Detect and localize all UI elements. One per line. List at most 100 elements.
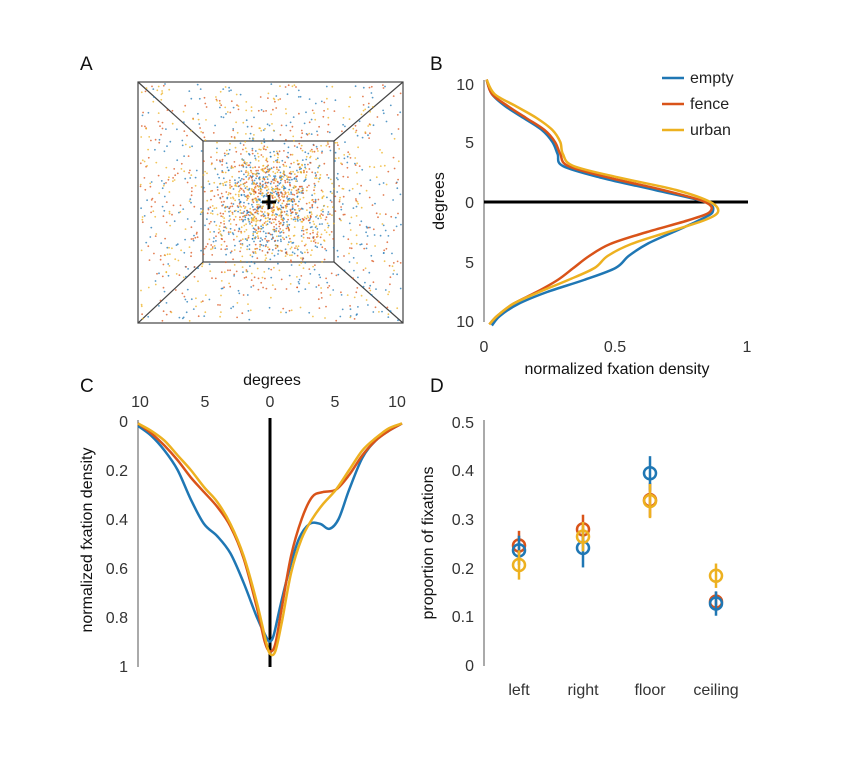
fixation-point-urban xyxy=(285,175,288,177)
fixation-point-fence xyxy=(242,148,244,151)
marker-urban xyxy=(511,557,527,573)
fixation-point-urban xyxy=(264,220,267,223)
fixation-point-empty xyxy=(245,119,248,122)
fixation-point-fence xyxy=(285,138,287,141)
fixation-point-fence xyxy=(330,201,333,203)
fixation-point-urban xyxy=(256,203,258,206)
fixation-point-fence xyxy=(211,254,214,256)
fixation-point-urban xyxy=(282,176,285,178)
fixation-point-urban xyxy=(287,214,289,217)
fixation-point-urban xyxy=(148,136,151,138)
fixation-point-urban xyxy=(296,159,299,162)
fixation-point-urban xyxy=(223,217,226,220)
fixation-point-fence xyxy=(151,197,154,200)
fixation-point-empty xyxy=(260,109,263,111)
fixation-point-urban xyxy=(277,98,280,101)
fixation-point-empty xyxy=(211,210,214,212)
panel-c-xtick: 5 xyxy=(331,394,340,411)
fixation-point-fence xyxy=(221,204,224,207)
fixation-point-fence xyxy=(277,230,280,233)
fixation-point-fence xyxy=(303,244,306,247)
fixation-point-empty xyxy=(293,252,296,255)
fixation-point-empty xyxy=(291,242,294,244)
fixation-point-fence xyxy=(255,169,258,172)
fixation-point-fence xyxy=(340,291,342,294)
panel-c-xlabel: degrees xyxy=(243,372,301,389)
fixation-point-urban xyxy=(383,164,386,167)
fixation-point-fence xyxy=(181,292,184,295)
fixation-point-fence xyxy=(191,187,193,189)
fixation-point-empty xyxy=(248,244,251,246)
fixation-point-fence xyxy=(333,110,336,112)
fixation-point-empty xyxy=(286,93,289,96)
fixation-point-urban xyxy=(243,224,246,227)
fixation-point-urban xyxy=(224,210,227,213)
center-plus-marker xyxy=(262,195,276,209)
fixation-point-urban xyxy=(285,192,287,194)
fixation-point-fence xyxy=(275,216,277,218)
fixation-point-empty xyxy=(262,129,265,132)
panel-d-ytick: 0.5 xyxy=(452,415,474,432)
fixation-point-empty xyxy=(245,166,248,169)
fixation-point-urban xyxy=(356,162,358,165)
fixation-point-fence xyxy=(323,258,326,261)
fixation-point-fence xyxy=(151,85,153,88)
fixation-point-fence xyxy=(174,174,177,177)
fixation-point-urban xyxy=(161,90,164,92)
fixation-point-urban xyxy=(154,283,157,286)
fixation-point-urban xyxy=(303,170,305,173)
fixation-point-empty xyxy=(314,172,317,174)
fixation-point-urban xyxy=(334,141,337,144)
fixation-point-empty xyxy=(231,232,234,234)
fixation-point-fence xyxy=(279,228,282,230)
fixation-point-urban xyxy=(293,161,295,164)
fixation-point-urban xyxy=(242,182,245,185)
fixation-point-urban xyxy=(168,191,171,193)
fixation-point-empty xyxy=(190,298,193,301)
fixation-point-urban xyxy=(250,106,253,108)
fixation-point-fence xyxy=(190,255,192,258)
fixation-point-fence xyxy=(319,236,322,239)
fixation-point-urban xyxy=(152,210,155,213)
fixation-point-fence xyxy=(286,155,288,158)
fixation-point-fence xyxy=(252,201,255,204)
fixation-point-empty xyxy=(228,220,231,222)
fixation-point-urban xyxy=(206,199,209,202)
fixation-point-empty xyxy=(232,106,235,109)
fixation-point-empty xyxy=(327,211,330,213)
fixation-point-fence xyxy=(322,115,325,118)
fixation-point-empty xyxy=(310,118,313,121)
fixation-point-fence xyxy=(159,255,162,257)
fixation-point-urban xyxy=(282,184,284,187)
fixation-point-urban xyxy=(305,243,307,246)
fixation-point-fence xyxy=(294,247,296,250)
fixation-point-urban xyxy=(316,235,319,238)
fixation-point-urban xyxy=(265,157,268,160)
fixation-point-urban xyxy=(205,119,207,121)
fixation-point-empty xyxy=(228,86,231,89)
fixation-point-urban xyxy=(247,171,249,174)
fixation-point-urban xyxy=(266,220,269,223)
panel-b-xtick: 0 xyxy=(480,339,489,356)
fixation-point-urban xyxy=(272,221,275,224)
fixation-point-urban xyxy=(286,200,289,203)
fixation-point-fence xyxy=(166,109,169,111)
fixation-point-fence xyxy=(242,212,245,214)
fixation-point-empty xyxy=(277,262,279,265)
fixation-point-urban xyxy=(211,247,214,250)
fixation-point-fence xyxy=(142,111,145,114)
fixation-point-empty xyxy=(240,194,243,197)
panel-d-category-label: floor xyxy=(634,682,666,699)
fixation-point-empty xyxy=(372,124,375,127)
fixation-point-fence xyxy=(238,170,240,173)
fixation-point-urban xyxy=(158,192,161,195)
fixation-point-fence xyxy=(274,288,277,290)
fixation-point-urban xyxy=(348,105,350,108)
fixation-point-fence xyxy=(156,272,158,275)
fixation-point-empty xyxy=(346,161,349,164)
fixation-point-urban xyxy=(152,100,155,103)
fixation-point-fence xyxy=(278,220,280,223)
fixation-point-urban xyxy=(239,209,242,212)
fixation-point-fence xyxy=(223,152,226,155)
fixation-point-fence xyxy=(232,129,235,132)
